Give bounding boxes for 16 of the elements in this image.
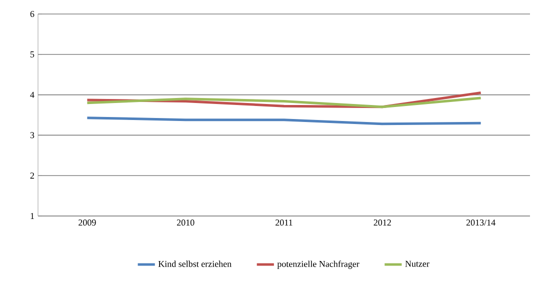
legend-label: potenzielle Nachfrager [277, 260, 360, 269]
x-tick-label: 2011 [276, 220, 292, 226]
legend-label: Kind selbst erziehen [158, 260, 232, 267]
y-tick-label: 4 [30, 92, 34, 98]
y-tick-label: 1 [30, 213, 34, 219]
x-tick-label: 2009 [78, 220, 96, 226]
x-tick-label: 2010 [176, 220, 194, 226]
line-series [86, 96, 482, 108]
y-tick-label: 5 [30, 51, 34, 58]
x-tick-label: 2012 [374, 220, 391, 226]
y-tick-label: 2 [30, 172, 34, 179]
x-tick-label: 2013/14 [466, 220, 496, 226]
legend-label: Nutzer [405, 260, 430, 267]
line-series [86, 116, 482, 126]
y-tick-label: 3 [30, 132, 34, 138]
y-tick-label: 6 [30, 10, 34, 18]
